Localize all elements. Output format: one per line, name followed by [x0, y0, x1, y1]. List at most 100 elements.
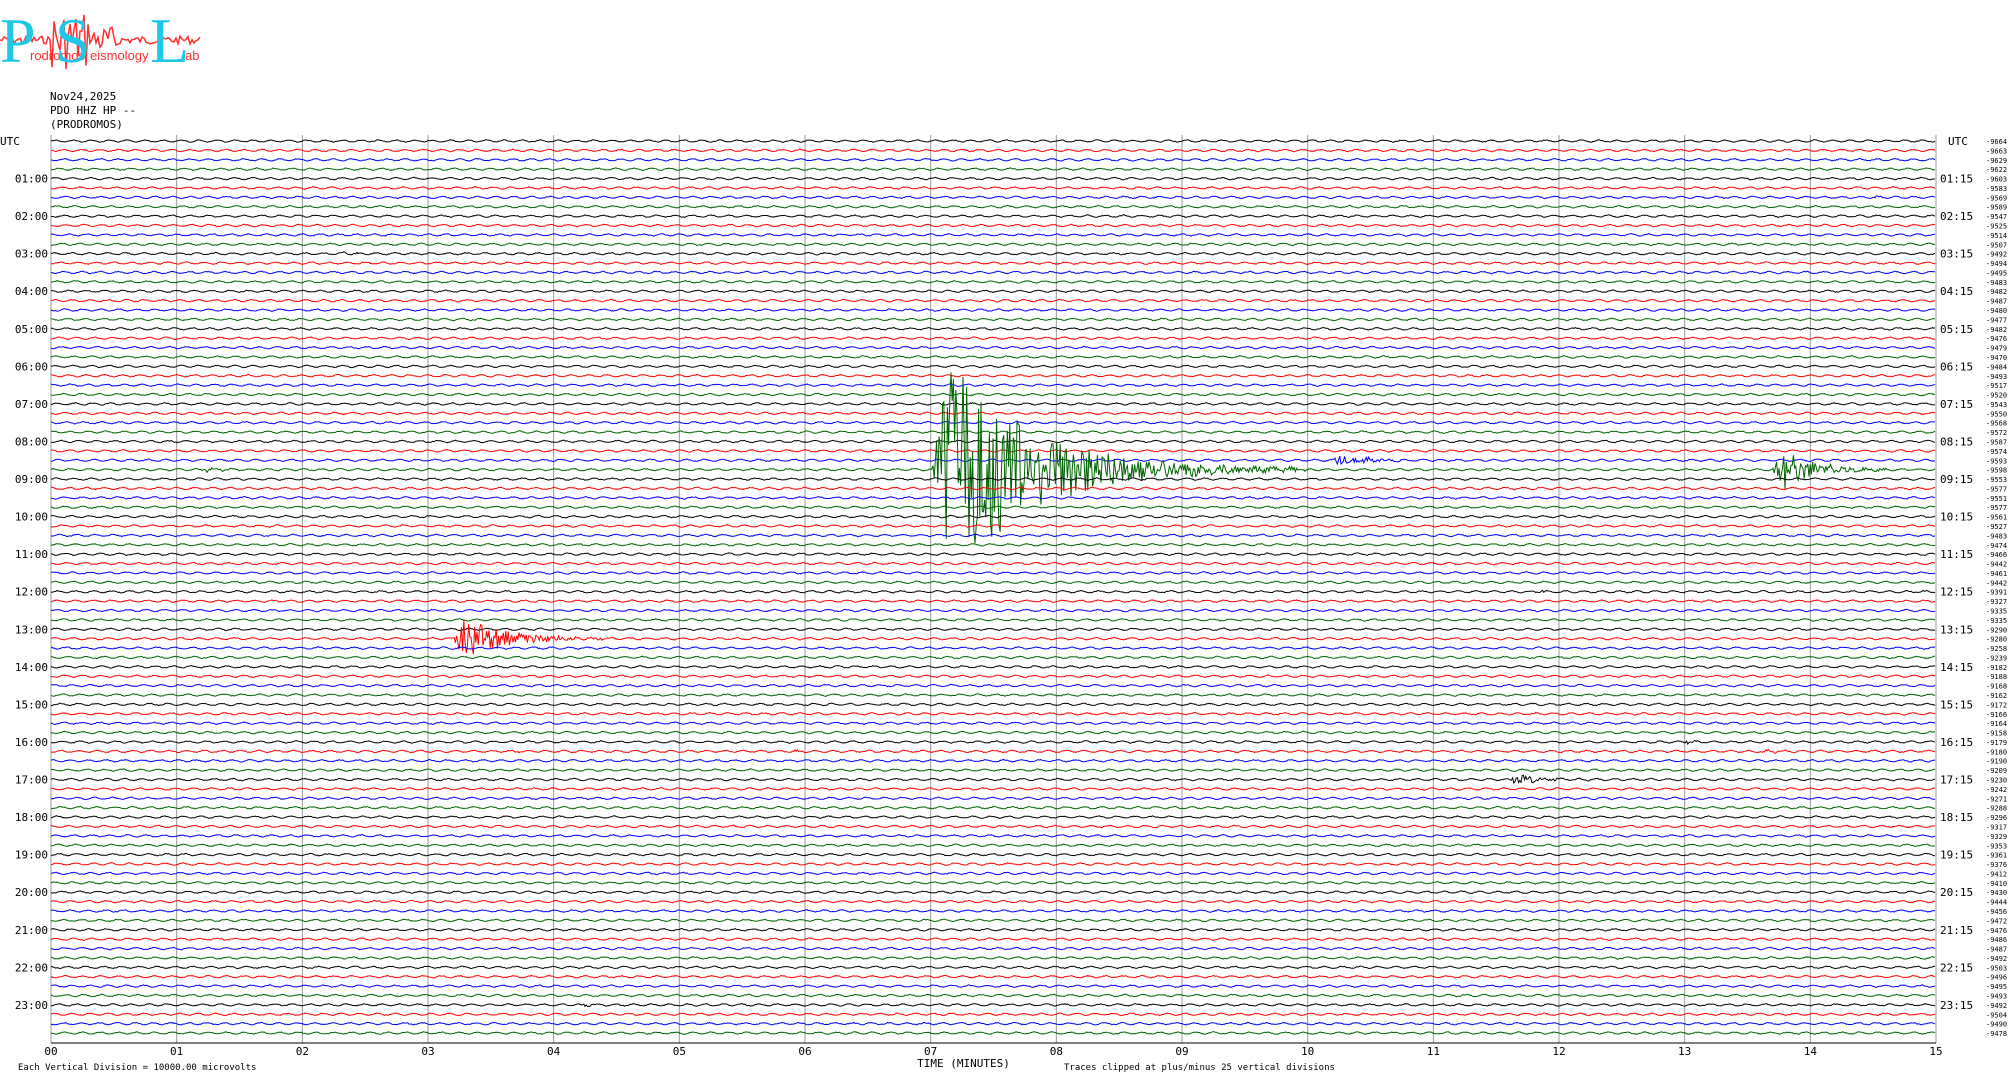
- trace-offset-value: -9492: [1986, 1002, 2007, 1010]
- seismic-trace-line: [50, 946, 1936, 951]
- seismic-trace-line: [50, 195, 1936, 200]
- trace-offset-value: -9317: [1986, 823, 2007, 831]
- trace-offset-value: -9179: [1986, 739, 2007, 747]
- seismic-trace-line: [50, 608, 1936, 613]
- trace-offset-value: -9474: [1986, 542, 2007, 550]
- trace-offset-value: -9456: [1986, 908, 2007, 916]
- seismic-trace-line: [50, 619, 1936, 655]
- seismic-trace-line: [50, 796, 1936, 801]
- right-hour-label: 18:15: [1940, 811, 1973, 824]
- seismic-trace-line: [50, 721, 1936, 726]
- seismic-trace-line: [50, 693, 1936, 697]
- seismic-trace-line: [50, 571, 1936, 575]
- seismic-trace-line: [50, 655, 1936, 660]
- trace-offset-value: -9477: [1986, 316, 2007, 324]
- seismic-trace-line: [51, 514, 1936, 519]
- seismic-trace-line: [50, 139, 1936, 143]
- seismic-trace-line: [50, 674, 1936, 679]
- left-hour-label: 15:00: [15, 698, 48, 711]
- trace-offset-value: -9444: [1986, 899, 2007, 907]
- trace-offset-value: -9329: [1986, 833, 2007, 841]
- header-site: (PRODROMOS): [50, 118, 123, 131]
- seismic-trace-line: [50, 711, 1936, 716]
- trace-offset-value: -9190: [1986, 758, 2007, 766]
- trace-offset-value: -9507: [1986, 241, 2007, 249]
- header-date: Nov24,2025: [50, 90, 117, 103]
- trace-offset-value: -9551: [1986, 495, 2007, 503]
- seismic-trace-line: [50, 289, 1936, 294]
- trace-offset-value: -9503: [1986, 964, 2007, 972]
- trace-offset-value: -9466: [1986, 551, 2007, 559]
- seismic-trace-line: [50, 495, 1936, 500]
- x-tick-label: 00: [44, 1045, 57, 1058]
- seismic-trace-line: [50, 880, 1936, 885]
- trace-offset-value: -9525: [1986, 223, 2007, 231]
- trace-offset-value: -9496: [1986, 974, 2007, 982]
- seismic-trace-line: [50, 1031, 1936, 1035]
- trace-offset-value: -9504: [1986, 1011, 2007, 1019]
- seismic-trace-line: [51, 533, 1936, 538]
- right-utc-label: UTC: [1948, 135, 1968, 148]
- x-tick-label: 12: [1552, 1045, 1565, 1058]
- seismic-trace-line: [50, 702, 1936, 707]
- header-station: PDO HHZ HP --: [50, 104, 137, 117]
- trace-offset-value: -9478: [1986, 1030, 2007, 1038]
- left-hour-label: 09:00: [15, 473, 48, 486]
- left-hour-label: 02:00: [15, 210, 48, 223]
- logo-word-1: rodromos: [30, 48, 85, 63]
- left-hour-label: 05:00: [15, 323, 48, 336]
- seismic-trace-line: [50, 833, 1936, 838]
- trace-offset-value: -9629: [1986, 157, 2007, 165]
- trace-offset-value: -9376: [1986, 861, 2007, 869]
- seismic-trace-line: [51, 430, 1936, 435]
- trace-offset-value: -9162: [1986, 692, 2007, 700]
- trace-offset-value: -9664: [1986, 138, 2007, 146]
- trace-offset-value: -9487: [1986, 298, 2007, 306]
- right-hour-label: 20:15: [1940, 886, 1973, 899]
- seismic-trace-line: [50, 1012, 1936, 1017]
- x-tick-label: 09: [1175, 1045, 1188, 1058]
- right-hour-label: 13:15: [1940, 623, 1973, 636]
- logo-letter-l: L: [150, 5, 189, 72]
- seismic-trace-line: [50, 974, 1935, 979]
- trace-offset-value: -9188: [1986, 673, 2007, 681]
- trace-offset-value: -9461: [1986, 570, 2007, 578]
- seismic-trace-line: [50, 242, 1936, 247]
- seismic-trace-line: [50, 355, 1936, 359]
- x-tick-label: 14: [1804, 1045, 1818, 1058]
- seismic-trace-line: [50, 411, 1936, 416]
- seismic-trace-line: [50, 965, 1936, 970]
- left-hour-label: 19:00: [15, 849, 48, 862]
- seismic-trace-line: [50, 890, 1936, 895]
- seismic-trace-line: [50, 748, 1936, 754]
- seismic-trace-line: [50, 758, 1935, 763]
- trace-offset-value: -9493: [1986, 373, 2007, 381]
- seismic-trace-line: [50, 899, 1935, 904]
- seismic-trace-line: [50, 232, 1936, 237]
- left-hour-label: 11:00: [15, 548, 48, 561]
- trace-offset-value: -9164: [1986, 720, 2007, 728]
- trace-offset-value: -9442: [1986, 579, 2007, 587]
- left-hour-label: 23:00: [15, 999, 48, 1012]
- x-tick-label: 07: [924, 1045, 937, 1058]
- right-hour-label: 23:15: [1940, 999, 1973, 1012]
- trace-offset-value: -9280: [1986, 636, 2007, 644]
- trace-offset-value: -9258: [1986, 645, 2007, 653]
- seismic-trace-line: [50, 308, 1936, 312]
- seismic-trace-line: [50, 345, 1936, 350]
- trace-offset-value: -9472: [1986, 917, 2007, 925]
- right-hour-label: 21:15: [1940, 924, 1973, 937]
- trace-offset-value: -9335: [1986, 617, 2007, 625]
- trace-offset-value: -9495: [1986, 269, 2007, 277]
- right-hour-label: 04:15: [1940, 285, 1973, 298]
- seismic-traces: [50, 139, 1936, 1035]
- right-hour-label: 15:15: [1940, 698, 1973, 711]
- x-axis-title: TIME (MINUTES): [917, 1057, 1010, 1070]
- seismic-trace-line: [50, 223, 1935, 228]
- x-tick-label: 08: [1050, 1045, 1063, 1058]
- x-tick-label: 04: [547, 1045, 561, 1058]
- seismic-trace-line: [50, 824, 1935, 829]
- trace-offset-value: -9598: [1986, 467, 2007, 475]
- trace-offset-value: -9410: [1986, 880, 2007, 888]
- left-hour-label: 01:00: [15, 173, 48, 186]
